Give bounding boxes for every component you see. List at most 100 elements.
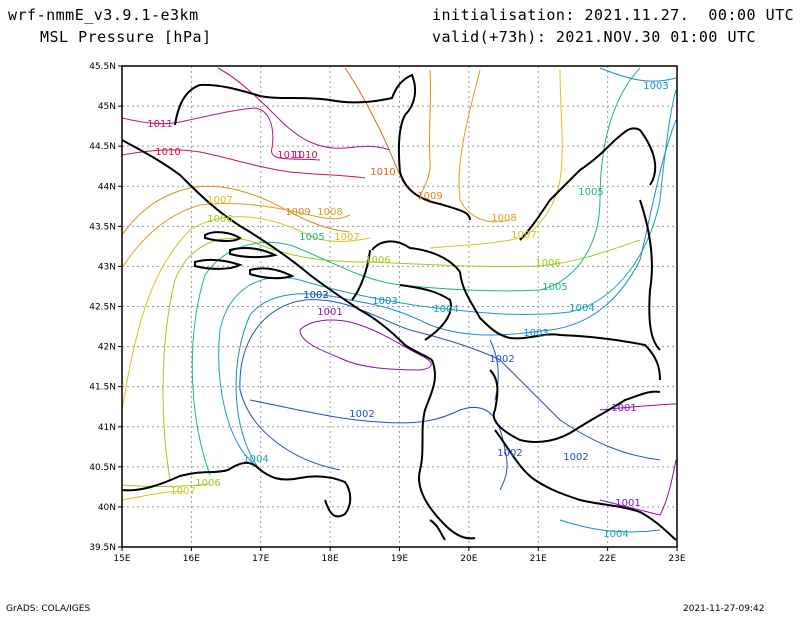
y-tick-label: 45.5N	[89, 62, 116, 72]
y-tick-label: 42N	[98, 343, 116, 353]
y-tick-label: 41N	[98, 423, 116, 433]
y-tick-label: 43N	[98, 262, 116, 272]
isobar-label: 1001	[611, 403, 636, 414]
border-albania-east	[418, 359, 476, 540]
isobar-label: 1010	[155, 147, 180, 158]
initialisation-time: initialisation: 2021.11.27. 00:00 UTC	[432, 6, 795, 24]
isobar-label: 1001	[615, 498, 640, 509]
axis-ticks: 15E 16E 17E 18E 19E 20E 21E 22E 23E 45.5N 45N 44.5N…	[89, 62, 686, 564]
y-tick-label: 39.5N	[89, 543, 116, 553]
y-tick-label: 42.5N	[89, 303, 116, 313]
x-tick-label: 15E	[113, 554, 130, 564]
isobar-label: 1009	[285, 207, 310, 218]
x-tick-label: 23E	[668, 554, 685, 564]
y-tick-label: 43.5N	[89, 222, 116, 232]
isobar-label: 1007	[334, 232, 359, 243]
border-macedonia	[489, 369, 661, 443]
isobar-label: 1010	[292, 150, 317, 161]
isobar-1001	[599, 459, 677, 516]
isobar-1005	[191, 67, 641, 476]
isobar-1002	[249, 399, 508, 491]
isobar-1007	[429, 69, 563, 249]
y-tick-label: 44N	[98, 182, 116, 192]
coastlines-and-borders	[121, 73, 677, 541]
island-2	[194, 258, 243, 270]
isobar-label: 1002	[303, 290, 328, 301]
isobar-label: 1003	[643, 81, 668, 92]
render-timestamp: 2021-11-27-09:42	[683, 604, 765, 614]
x-tick-label: 18E	[322, 554, 339, 564]
isobar-label: 1009	[417, 191, 442, 202]
isobar-label: 1001	[317, 307, 342, 318]
isobar-label: 1005	[542, 282, 567, 293]
border-serbia-east	[519, 127, 657, 241]
grads-credit: GrADS: COLA/IGES	[6, 604, 91, 614]
isobar-1007	[121, 216, 371, 411]
border-montenegro	[351, 249, 452, 341]
island-5	[429, 519, 446, 541]
isobar-1006	[162, 237, 641, 481]
isobar-label: 1002	[349, 409, 374, 420]
isobar-label: 1004	[243, 454, 268, 465]
model-title: wrf-nmmE_v3.9.1-e3km	[8, 6, 199, 24]
isobar-label: 1008	[317, 207, 342, 218]
isobar-label: 1005	[578, 187, 603, 198]
border-bosnia-serbia	[371, 240, 661, 381]
isobar-label: 1006	[365, 255, 390, 266]
isobar-label: 1007	[511, 230, 536, 241]
isobar-1001	[299, 319, 432, 371]
isobar-1011	[121, 107, 321, 161]
x-tick-label: 17E	[252, 554, 269, 564]
valid-time: valid(+73h): 2021.NOV.30 01:00 UTC	[432, 28, 757, 46]
isobar-label: 1005	[299, 232, 324, 243]
y-tick-label: 41.5N	[89, 383, 116, 393]
isobar-1003	[599, 67, 677, 82]
isobar-1009	[419, 69, 432, 201]
isobar-label: 1002	[497, 448, 522, 459]
coastline-adriatic-east	[121, 139, 433, 361]
field-title: MSL Pressure [hPa]	[40, 28, 212, 46]
x-tick-label: 21E	[530, 554, 547, 564]
island-1	[204, 231, 242, 242]
x-tick-label: 20E	[460, 554, 477, 564]
y-tick-label: 40.5N	[89, 463, 116, 473]
isobar-label: 1007	[207, 195, 232, 206]
border-greece	[494, 429, 677, 541]
x-tick-label: 16E	[183, 554, 200, 564]
isobar-label: 1006	[207, 214, 232, 225]
isobar-1001	[599, 403, 677, 411]
isobar-label: 1010	[370, 167, 395, 178]
isobar-label: 1003	[523, 328, 548, 339]
isobar-label: 1002	[563, 452, 588, 463]
isobar-label: 1007	[170, 486, 195, 497]
border-bulgaria	[639, 199, 661, 351]
isobar-1010	[121, 149, 366, 179]
isobar-label: 1003	[372, 296, 397, 307]
isobar-label: 1003	[303, 290, 328, 301]
isobar-1007	[121, 491, 186, 501]
isobar-label: 1008	[491, 213, 516, 224]
isobar-1003	[559, 519, 661, 533]
isobar-1006	[121, 483, 211, 488]
isobar-label: 1011	[147, 119, 172, 130]
coastline-italy	[121, 462, 352, 518]
island-4	[249, 267, 295, 280]
isobar-1008	[121, 202, 351, 269]
isobar-label: 1006	[195, 478, 220, 489]
isobar-1011	[217, 67, 391, 151]
isobar-1002	[239, 299, 661, 471]
isobar-1003	[235, 119, 677, 471]
isobar-1004	[218, 89, 677, 466]
y-tick-label: 40N	[98, 503, 116, 513]
isobar-1010	[344, 67, 431, 201]
isobar-label: 1004	[603, 529, 628, 540]
isobars	[121, 67, 677, 533]
isobar-label: 1004	[433, 304, 458, 315]
y-tick-label: 44.5N	[89, 142, 116, 152]
isobar-label: 1004	[569, 303, 594, 314]
isobar-1008	[458, 69, 511, 223]
island-3	[229, 246, 279, 259]
isobar-1002	[489, 339, 499, 401]
